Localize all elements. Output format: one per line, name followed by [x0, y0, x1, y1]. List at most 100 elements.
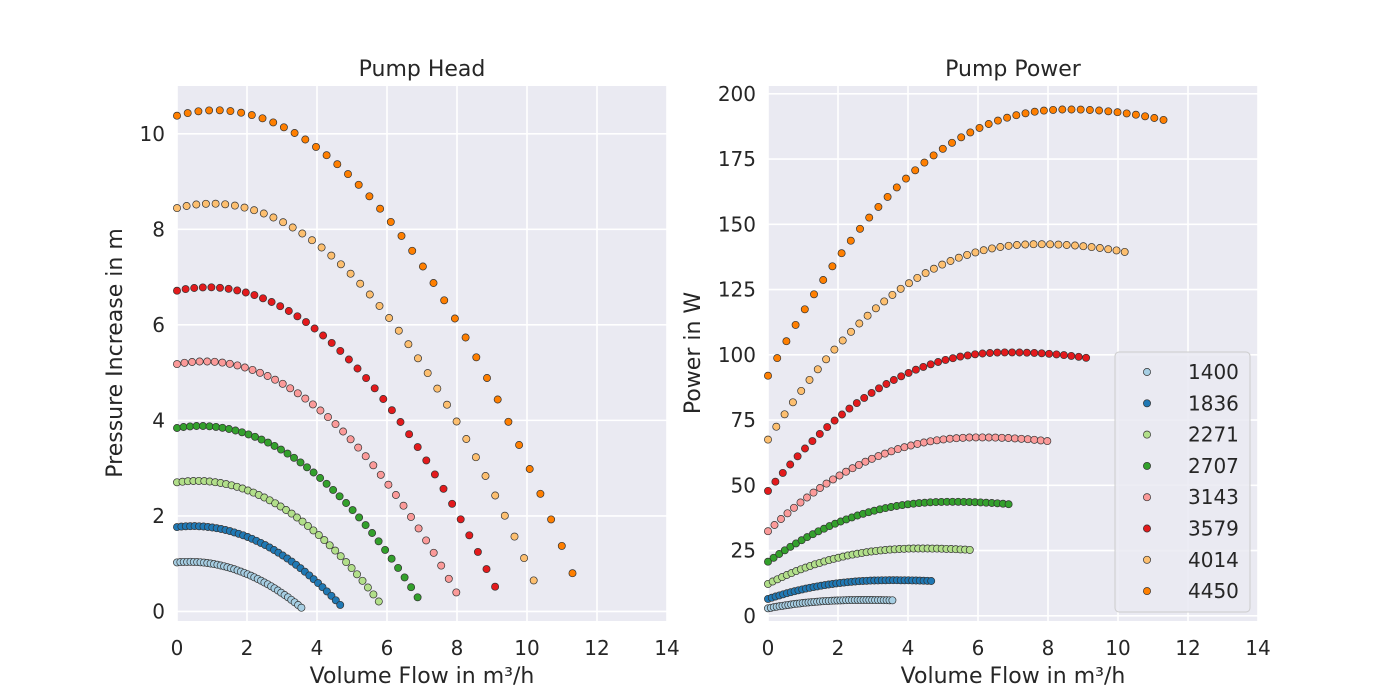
x-tick-label: 2 — [832, 636, 845, 660]
data-point — [1037, 349, 1046, 358]
data-point — [808, 437, 817, 446]
legend-entry-2707: 2707 — [1143, 454, 1239, 478]
data-point — [271, 375, 280, 384]
data-point — [1113, 108, 1122, 117]
data-point — [324, 413, 332, 422]
data-point — [233, 361, 242, 370]
data-point — [387, 554, 396, 563]
pump-head-x-label: Volume Flow in m³/h — [310, 664, 535, 689]
data-point — [376, 204, 385, 213]
data-point — [919, 438, 928, 447]
data-point — [1159, 115, 1168, 124]
data-point — [365, 192, 374, 201]
data-point — [374, 597, 383, 606]
data-point — [500, 511, 509, 520]
data-point — [283, 449, 292, 458]
data-point — [829, 475, 837, 484]
data-point — [361, 452, 370, 461]
data-point — [290, 129, 299, 137]
data-point — [965, 433, 974, 442]
data-point — [370, 384, 379, 393]
data-point — [248, 365, 257, 374]
x-tick-label: 6 — [972, 636, 985, 660]
data-point — [1029, 240, 1038, 249]
data-point — [362, 374, 371, 383]
data-point — [874, 452, 883, 461]
legend-marker — [1143, 461, 1151, 470]
data-point — [777, 515, 785, 523]
data-point — [452, 417, 461, 426]
x-tick-label: 0 — [762, 636, 775, 660]
data-point — [971, 433, 980, 442]
data-point — [822, 479, 831, 488]
data-point — [913, 439, 922, 448]
data-point — [958, 433, 967, 442]
data-point — [819, 276, 828, 284]
data-point — [1058, 105, 1067, 114]
data-point — [904, 368, 913, 377]
data-point — [418, 262, 427, 271]
data-point — [221, 200, 230, 209]
data-point — [1049, 105, 1058, 114]
data-point — [568, 569, 577, 578]
legend-frame — [1114, 351, 1251, 613]
series-2271 — [173, 476, 383, 606]
data-point — [1095, 244, 1104, 252]
data-point — [282, 506, 291, 514]
data-point — [880, 449, 889, 458]
data-point — [975, 123, 984, 132]
data-point — [387, 406, 396, 415]
data-point — [369, 590, 378, 599]
x-tick-label: 12 — [1175, 636, 1200, 660]
data-point — [1045, 349, 1054, 358]
data-point — [557, 541, 566, 550]
data-point — [399, 501, 408, 510]
data-point — [852, 399, 861, 408]
legend-label: 1400 — [1188, 360, 1239, 384]
data-point — [472, 353, 481, 362]
data-point — [911, 166, 920, 175]
data-point — [1022, 348, 1031, 357]
data-point — [358, 576, 367, 585]
data-point — [439, 484, 448, 493]
x-tick-label: 6 — [381, 636, 394, 660]
data-point — [316, 406, 325, 415]
data-point — [1037, 240, 1046, 249]
pump-power-points — [764, 105, 1168, 613]
data-point — [861, 457, 870, 466]
data-point — [920, 158, 929, 167]
data-point — [205, 422, 214, 431]
data-point — [926, 360, 935, 369]
x-tick-label: 10 — [1105, 636, 1130, 660]
data-point — [783, 509, 792, 518]
data-point — [231, 426, 240, 435]
data-point — [290, 453, 298, 462]
data-point — [900, 443, 909, 452]
legend-entry-3579: 3579 — [1143, 517, 1239, 541]
data-point — [823, 423, 832, 432]
data-point — [180, 358, 189, 367]
data-point — [329, 485, 338, 494]
data-point — [269, 118, 278, 127]
data-point — [327, 251, 336, 260]
data-point — [198, 283, 207, 292]
data-point — [993, 116, 1002, 125]
data-point — [865, 213, 874, 222]
series-2707 — [173, 422, 422, 602]
data-point — [809, 488, 818, 497]
data-point — [336, 260, 345, 269]
data-point — [339, 427, 348, 436]
data-point — [212, 422, 220, 431]
data-point — [465, 531, 474, 540]
data-point — [822, 355, 831, 364]
pump-power-x-ticks: 0 2 4 6 8 10 12 14 — [762, 636, 1271, 660]
data-point — [384, 480, 393, 489]
data-point — [267, 298, 276, 306]
data-point — [225, 359, 234, 368]
data-point — [414, 524, 423, 533]
data-point — [1015, 348, 1024, 357]
data-point — [473, 547, 482, 556]
data-point — [845, 404, 854, 413]
data-point — [186, 422, 194, 431]
